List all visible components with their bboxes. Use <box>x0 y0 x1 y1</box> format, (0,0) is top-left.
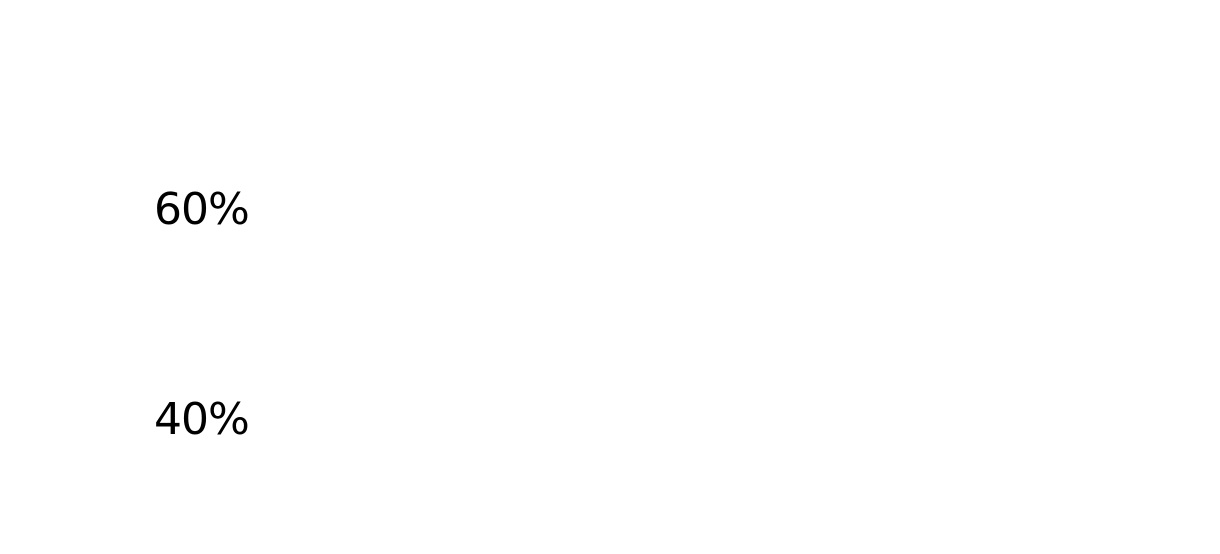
y-tick-label-40: 40% <box>154 394 250 445</box>
y-tick-label-60: 60% <box>154 184 250 235</box>
